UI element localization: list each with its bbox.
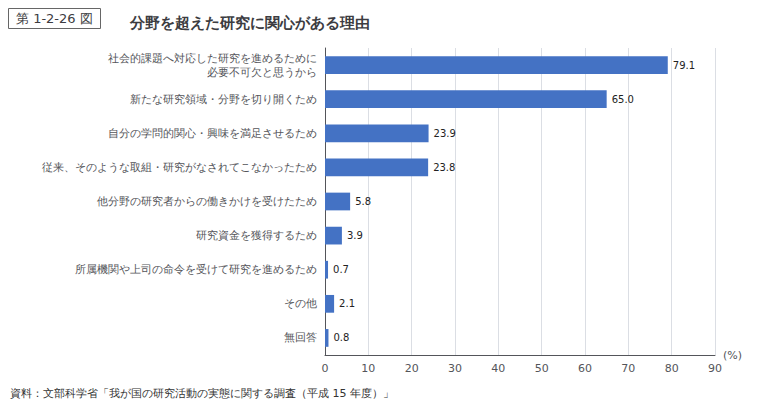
svg-text:資料：文部科学省「我が国の研究活動の実態に関する調査（平成: 資料：文部科学省「我が国の研究活動の実態に関する調査（平成 15 年度）」: [10, 387, 394, 400]
svg-text:0.7: 0.7: [333, 264, 349, 275]
svg-text:0.8: 0.8: [333, 332, 349, 343]
svg-text:50: 50: [535, 362, 549, 375]
svg-text:(%): (%): [723, 349, 742, 362]
svg-text:研究資金を獲得するため: 研究資金を獲得するため: [196, 229, 317, 242]
svg-text:60: 60: [578, 362, 592, 375]
svg-text:無回答: 無回答: [284, 331, 317, 344]
svg-text:従来、そのような取組・研究がなされてこなかったため: 従来、そのような取組・研究がなされてこなかったため: [42, 161, 317, 174]
svg-text:20: 20: [405, 362, 419, 375]
svg-text:0: 0: [322, 362, 329, 375]
svg-text:23.9: 23.9: [434, 128, 456, 139]
svg-text:5.8: 5.8: [355, 196, 371, 207]
svg-text:第 1-2-26 図: 第 1-2-26 図: [16, 11, 93, 26]
svg-text:90: 90: [708, 362, 722, 375]
svg-text:79.1: 79.1: [673, 60, 695, 71]
svg-text:30: 30: [448, 362, 462, 375]
svg-text:70: 70: [621, 362, 635, 375]
svg-text:10: 10: [361, 362, 375, 375]
svg-text:その他: その他: [284, 297, 317, 310]
svg-text:23.8: 23.8: [433, 162, 455, 173]
svg-text:他分野の研究者からの働きかけを受けたため: 他分野の研究者からの働きかけを受けたため: [97, 195, 317, 208]
svg-text:新たな研究領域・分野を切り開くため: 新たな研究領域・分野を切り開くため: [130, 93, 317, 106]
svg-text:社会的課題へ対応した研究を進めるために: 社会的課題へ対応した研究を進めるために: [108, 52, 317, 65]
svg-text:65.0: 65.0: [612, 94, 634, 105]
svg-text:所属機関や上司の命令を受けて研究を進めるため: 所属機関や上司の命令を受けて研究を進めるため: [75, 263, 317, 276]
svg-text:必要不可欠と思うから: 必要不可欠と思うから: [207, 66, 317, 79]
svg-text:3.9: 3.9: [347, 230, 363, 241]
svg-text:分野を超えた研究に関心がある理由: 分野を超えた研究に関心がある理由: [129, 14, 370, 32]
svg-text:2.1: 2.1: [339, 298, 355, 309]
svg-text:80: 80: [665, 362, 679, 375]
svg-text:自分の学問的関心・興味を満足させるため: 自分の学問的関心・興味を満足させるため: [108, 127, 317, 140]
svg-text:40: 40: [491, 362, 505, 375]
